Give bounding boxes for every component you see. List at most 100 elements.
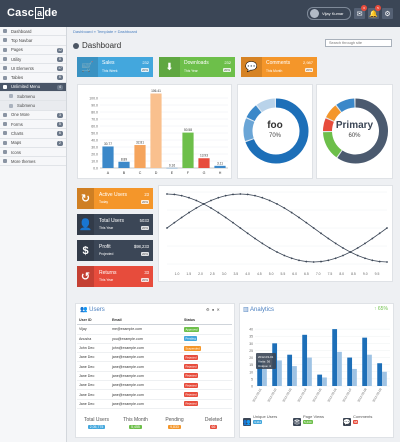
sidebar-item[interactable]: Maps 2 [0, 139, 66, 148]
data-point[interactable] [224, 194, 227, 197]
sidebar-item[interactable]: Forms 5 [0, 120, 66, 130]
data-point[interactable] [356, 247, 359, 249]
bar[interactable] [214, 165, 226, 168]
data-point[interactable] [232, 193, 234, 196]
data-point[interactable] [261, 196, 264, 199]
bar[interactable] [302, 334, 308, 386]
stat-card[interactable]: 💬 Comments 2,987 This Month 20% [241, 57, 317, 77]
kpi-card[interactable]: ↻ Active Users 23 Today 20% [77, 188, 153, 209]
data-point[interactable] [166, 193, 168, 195]
data-point[interactable] [180, 216, 183, 219]
sidebar-item[interactable]: More themes [0, 157, 66, 167]
data-point[interactable] [305, 221, 308, 224]
sidebar-item[interactable]: Pages 12 [0, 46, 66, 55]
donut-slice[interactable] [323, 131, 342, 158]
data-point[interactable] [386, 261, 388, 263]
sidebar-item[interactable]: Submenu [0, 101, 66, 111]
table-row[interactable]: Jane Deo jane@example.com Rejected [77, 353, 232, 363]
data-point[interactable] [276, 251, 278, 253]
data-point[interactable] [180, 194, 183, 197]
sidebar-item[interactable]: Icons [0, 148, 66, 158]
bar[interactable] [292, 366, 297, 386]
bar[interactable] [347, 357, 353, 386]
data-point[interactable] [283, 207, 286, 209]
data-point[interactable] [327, 237, 330, 240]
sidebar-item[interactable]: One More 3 [0, 111, 66, 120]
data-point[interactable] [217, 196, 220, 199]
data-point[interactable] [210, 207, 212, 209]
data-point[interactable] [320, 260, 322, 263]
bar[interactable] [322, 377, 327, 386]
data-point[interactable] [378, 260, 381, 263]
data-point[interactable] [327, 259, 330, 262]
column-header[interactable]: Email [112, 318, 122, 323]
data-point[interactable] [298, 216, 300, 219]
bar[interactable] [317, 374, 323, 386]
data-point[interactable] [232, 221, 234, 224]
table-row[interactable]: Jane Deo jane@example.com Rejected [77, 381, 232, 391]
data-point[interactable] [166, 227, 168, 229]
donut-slice[interactable] [326, 105, 342, 122]
data-point[interactable] [305, 260, 308, 263]
data-point[interactable] [210, 199, 212, 202]
bar[interactable] [182, 132, 194, 168]
stat-card[interactable]: 🛒 Sales 232 This Week 20% [77, 57, 153, 77]
settings-icon[interactable]: ⚙ [206, 307, 210, 312]
sidebar-item[interactable]: UI Elements 17 [0, 64, 66, 74]
bar[interactable] [377, 363, 383, 386]
data-point[interactable] [298, 259, 300, 262]
data-point[interactable] [224, 216, 227, 219]
data-point[interactable] [371, 259, 374, 262]
table-row[interactable]: Anusha you@example.com Pending [77, 335, 232, 344]
kpi-card[interactable]: $ Profit $98,233 Projected 20% [77, 240, 153, 261]
data-point[interactable] [290, 211, 293, 214]
table-row[interactable]: Jane Deo jane@example.com Rejected [77, 390, 232, 400]
breadcrumb[interactable]: Dashboard » Template » Dashboard [73, 29, 138, 34]
kpi-card[interactable]: ↺ Returns 33 This Year 20% [77, 266, 153, 287]
sidebar-item[interactable]: Charts 6 [0, 129, 66, 139]
bar[interactable] [367, 354, 372, 386]
data-point[interactable] [342, 247, 344, 249]
data-point[interactable] [312, 227, 315, 229]
data-point[interactable] [386, 227, 388, 229]
data-point[interactable] [246, 232, 249, 235]
bar[interactable] [118, 161, 130, 168]
data-point[interactable] [283, 254, 286, 257]
data-point[interactable] [334, 242, 337, 245]
search-input[interactable]: Search through site [325, 39, 392, 47]
refresh-icon[interactable]: ● [211, 307, 215, 312]
bar[interactable] [362, 337, 368, 386]
data-point[interactable] [188, 211, 190, 214]
data-point[interactable] [195, 207, 198, 209]
data-point[interactable] [254, 237, 256, 240]
table-row[interactable]: Jane Deo jane@example.com Rejected [77, 372, 232, 382]
data-point[interactable] [173, 221, 176, 224]
data-point[interactable] [261, 242, 264, 245]
data-point[interactable] [378, 232, 381, 235]
sidebar-item[interactable]: Utility 8 [0, 55, 66, 65]
data-point[interactable] [371, 237, 374, 240]
table-row[interactable]: Jane Deo jane@example.com Rejected [77, 400, 232, 409]
user-menu[interactable]: Vijay Kumar [307, 7, 351, 20]
sidebar-item[interactable]: Top Navbar [0, 36, 66, 46]
data-point[interactable] [188, 196, 190, 199]
donut-slice[interactable] [336, 98, 355, 113]
bar[interactable] [352, 368, 357, 386]
donut-slice[interactable] [337, 98, 388, 164]
bar[interactable] [332, 329, 338, 386]
data-point[interactable] [202, 203, 205, 205]
bar[interactable] [257, 360, 263, 386]
bar[interactable] [287, 354, 293, 386]
sidebar-item[interactable]: Tables 6 [0, 73, 66, 83]
bar[interactable] [134, 145, 146, 168]
data-point[interactable] [364, 257, 366, 260]
table-row[interactable]: Jane Deo jane@example.com Rejected [77, 362, 232, 372]
donut-slice[interactable] [245, 98, 309, 164]
donut-slice[interactable] [256, 98, 276, 113]
data-point[interactable] [268, 199, 271, 202]
data-point[interactable] [254, 194, 256, 197]
data-point[interactable] [268, 247, 271, 249]
data-point[interactable] [364, 242, 366, 245]
table-row[interactable]: Vijay me@example.com Approved [77, 325, 232, 335]
stat-card[interactable]: ⬇ Downloads 232 This Year 20% [159, 57, 235, 77]
